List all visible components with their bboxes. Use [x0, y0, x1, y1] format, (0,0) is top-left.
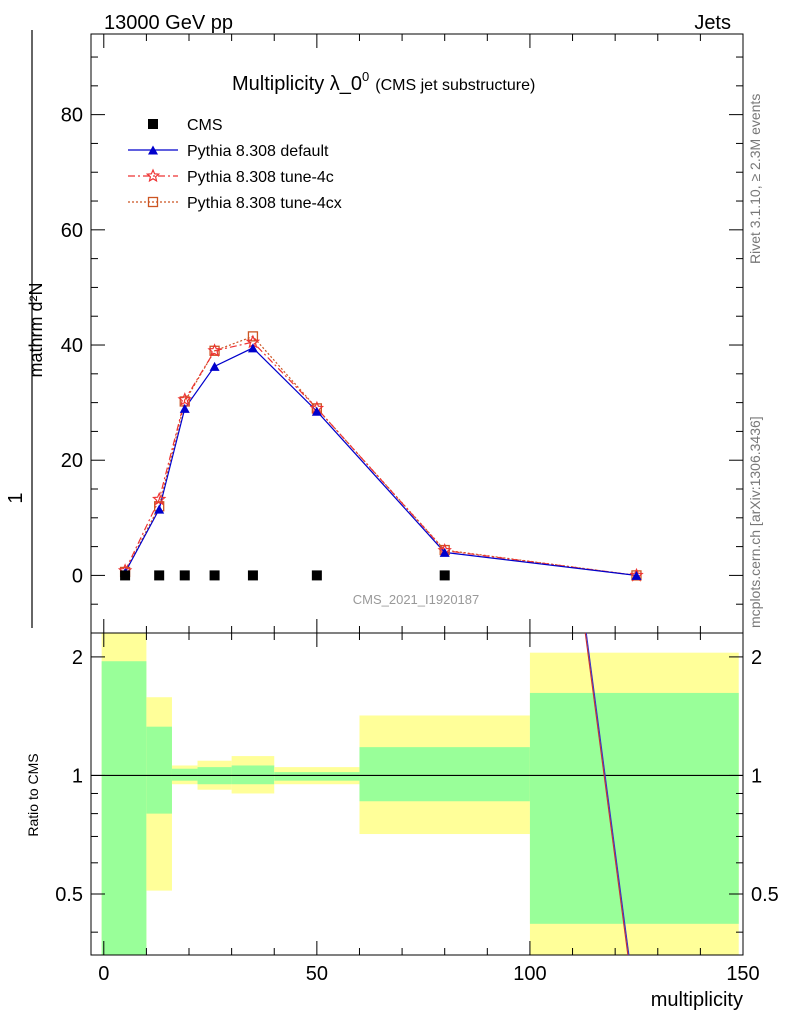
- point-cms: [179, 570, 190, 581]
- ratio-band-green: [101, 661, 147, 955]
- point-tune-4c: [177, 392, 193, 406]
- side-label-mcplots: mcplots.cern.ch [arXiv:1306.3436]: [747, 416, 763, 628]
- point-tune-4c: [152, 491, 167, 506]
- data-layer: [91, 331, 743, 956]
- legend-label: Pythia 8.308 tune-4cx: [187, 195, 342, 212]
- point-cms: [154, 570, 165, 581]
- y-tick-label: 20: [61, 450, 83, 472]
- point-default: [247, 343, 258, 353]
- ratio-y-tick-label-right: 0.5: [751, 884, 779, 906]
- y-axis-title: 1 mathrm d²N: [5, 30, 46, 628]
- series-line-default: [124, 347, 637, 576]
- x-tick-label: 100: [513, 963, 546, 985]
- header-left: 13000 GeV pp: [104, 12, 233, 34]
- ratio-y-tick-label: 1: [72, 765, 83, 787]
- point-default: [311, 406, 322, 416]
- legend-label: CMS: [187, 117, 223, 134]
- svg-text:Multiplicity λ_00(CMS jet subs: Multiplicity λ_00 (CMS jet substructure): [232, 69, 535, 95]
- series-line-tune-4c: [124, 341, 637, 576]
- point-cms: [120, 570, 131, 581]
- ratio-band-green: [171, 768, 198, 781]
- ratio-y-tick-label: 0.5: [55, 884, 83, 906]
- ratio-band-green: [274, 772, 360, 781]
- y-axis-title-numerator: mathrm d²N: [26, 282, 46, 377]
- legend-marker-tune-4c: [145, 168, 161, 183]
- ratio-mc-line-blue: [585, 632, 630, 956]
- title-sup: 0: [362, 69, 369, 84]
- ratio-panel-frame: [90, 632, 744, 956]
- ratio-y-tick-label-right: 2: [751, 647, 762, 669]
- point-tune-4cx: [247, 331, 259, 342]
- point-default: [179, 403, 190, 413]
- ratio-y-axis-title: Ratio to CMS: [25, 753, 41, 836]
- x-tick-label: 50: [306, 963, 328, 985]
- axes-layer: 0 20 40 60 80 0 50 100 150 0.5 0.5 1 1 2 2: [55, 33, 779, 985]
- point-tune-4c: [207, 343, 222, 357]
- x-tick-label: 150: [726, 963, 759, 985]
- y-tick-label: 60: [61, 220, 83, 242]
- y-tick-label: 80: [61, 105, 83, 127]
- point-cms: [247, 570, 258, 581]
- x-tick-label: 0: [98, 963, 109, 985]
- ratio-mc-line-red: [584, 632, 629, 956]
- plot-title: Multiplicity λ_00 (CMS jet substructure): [232, 69, 535, 95]
- title-sub: (CMS jet substructure): [375, 77, 535, 94]
- point-default: [631, 570, 642, 580]
- ratio-band-green: [146, 726, 172, 814]
- ratio-y-tick-label: 2: [72, 647, 83, 669]
- legend-marker-default: [148, 145, 158, 155]
- x-axis-title: multiplicity: [651, 989, 743, 1011]
- point-cms: [209, 570, 220, 581]
- ratio-bands: [101, 633, 739, 955]
- side-label-rivet: Rivet 3.1.10, ≥ 2.3M events: [747, 94, 763, 264]
- legend-label: Pythia 8.308 tune-4c: [187, 169, 334, 186]
- point-cms: [439, 570, 450, 581]
- y-axis-title-one: 1: [5, 492, 27, 503]
- point-default: [439, 547, 450, 557]
- legend-marker-cms: [148, 119, 158, 129]
- point-default: [154, 504, 165, 514]
- y-tick-label: 0: [72, 565, 83, 587]
- ratio-y-tick-label-right: 1: [751, 765, 762, 787]
- header-right: Jets: [694, 12, 731, 34]
- legend: CMS Pythia 8.308 default Pythia 8.308 tune…: [128, 117, 342, 212]
- ratio-band-green: [359, 747, 530, 802]
- y-tick-label: 40: [61, 335, 83, 357]
- title-main: Multiplicity λ_0: [232, 73, 362, 95]
- point-default: [209, 361, 220, 371]
- legend-label: Pythia 8.308 default: [187, 143, 329, 160]
- watermark: CMS_2021_I1920187: [353, 592, 480, 607]
- point-cms: [311, 570, 322, 581]
- legend-marker-tune-4cx: [147, 196, 159, 208]
- ratio-band-green: [529, 692, 739, 924]
